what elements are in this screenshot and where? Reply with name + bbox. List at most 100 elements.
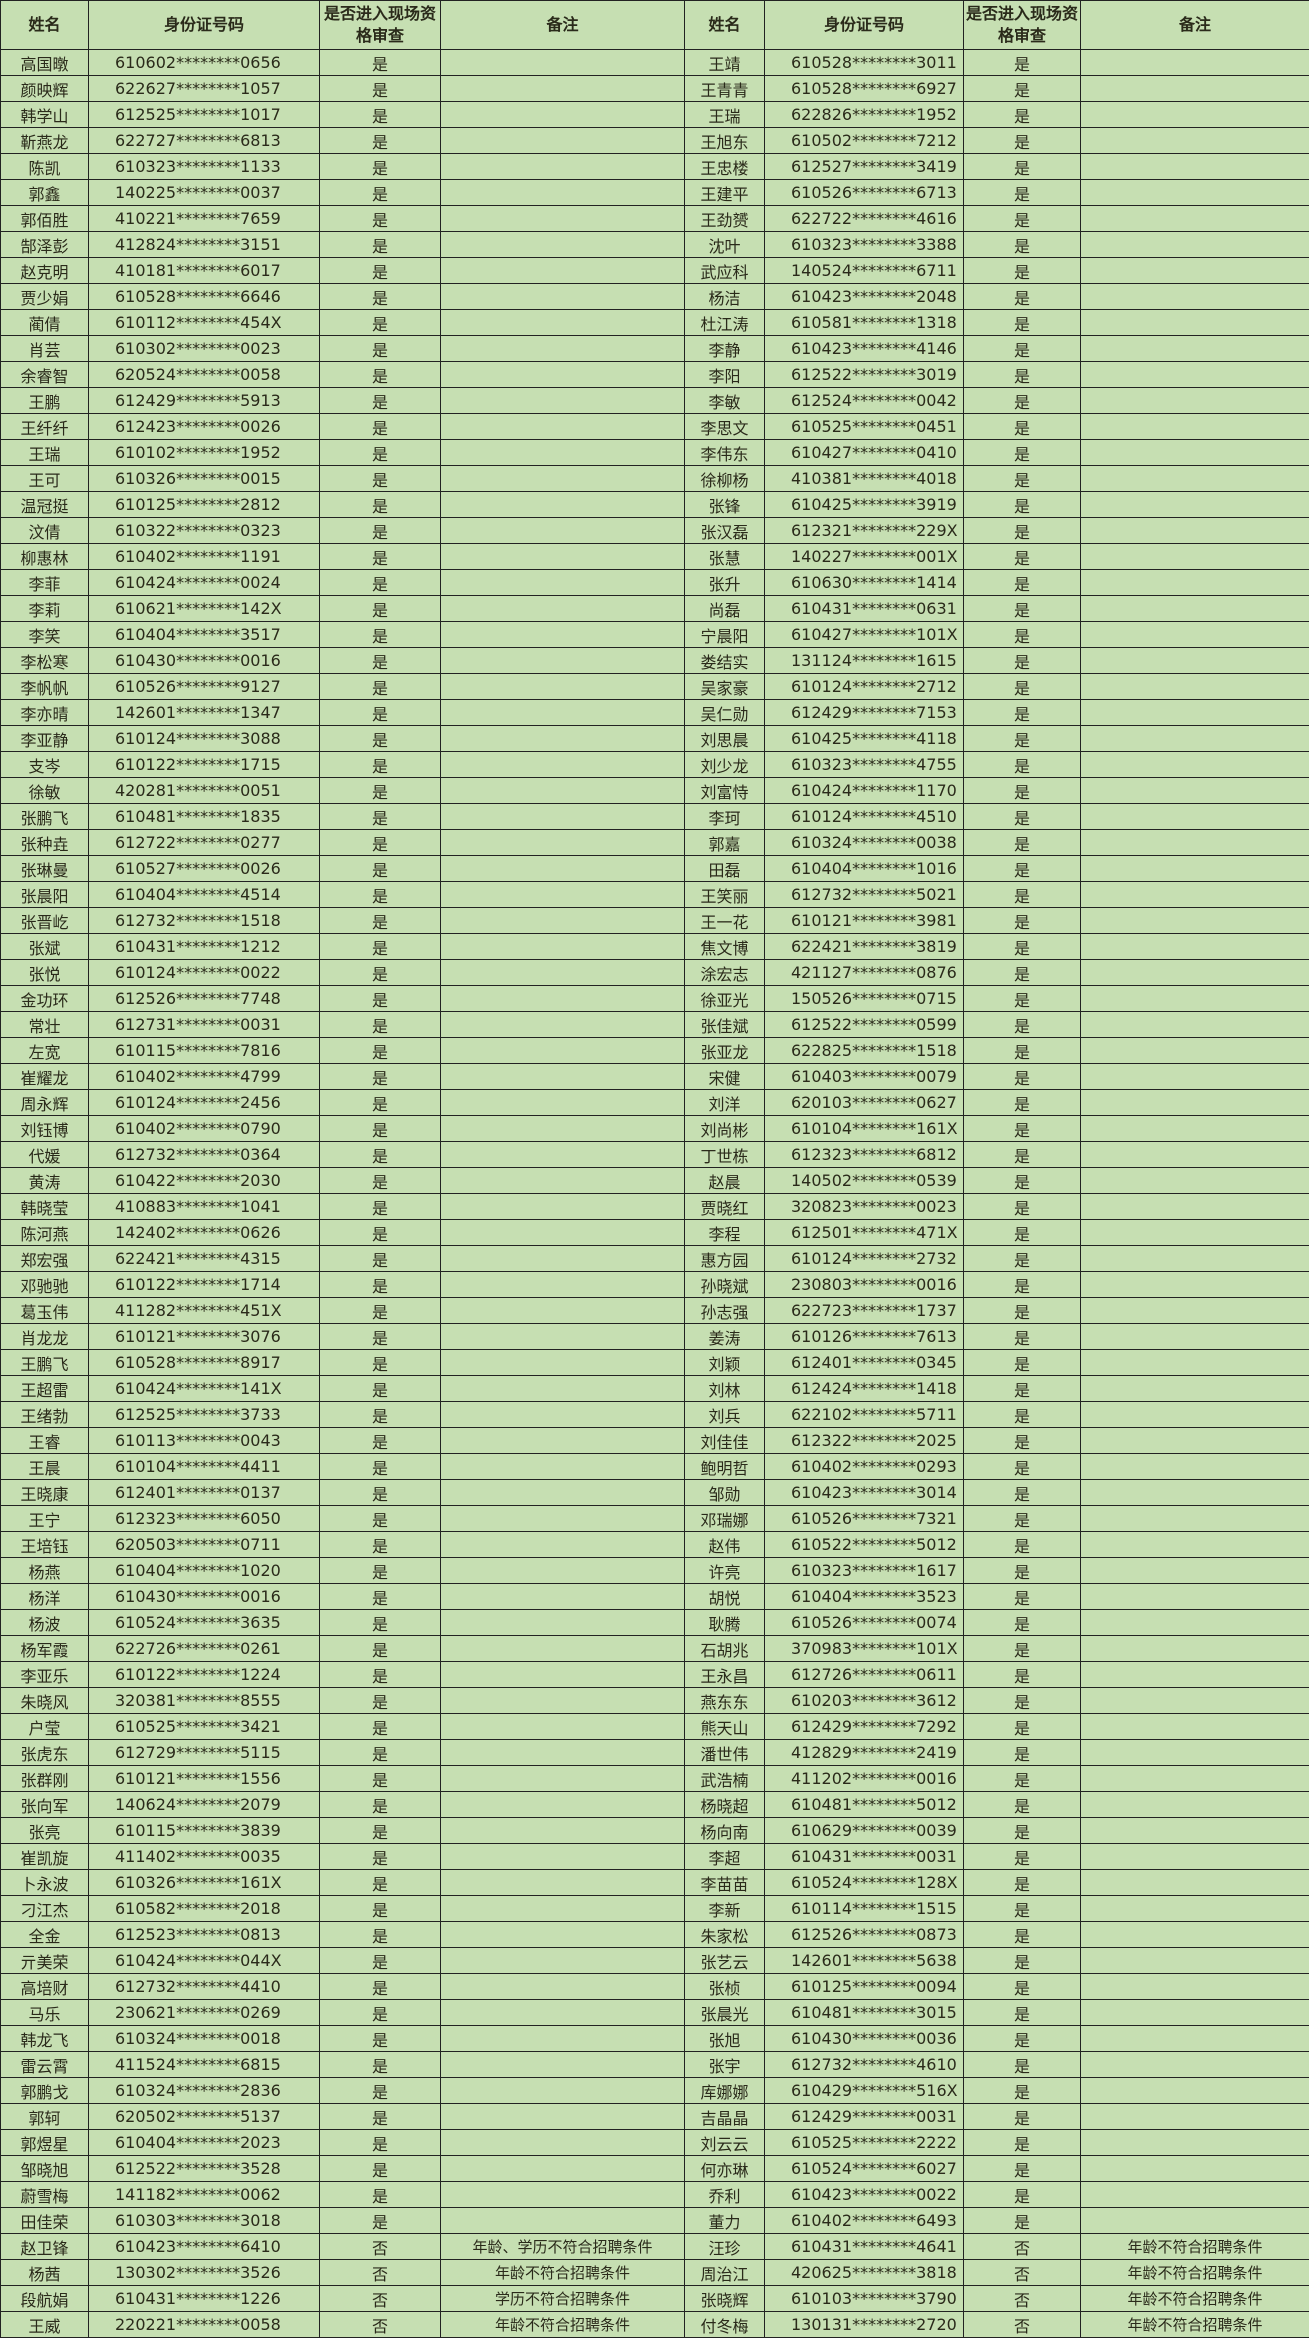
remarks-cell: [1080, 1635, 1309, 1662]
name-cell: 王鹏飞: [0, 1349, 89, 1376]
review-status-cell: 是: [963, 1973, 1081, 2000]
id-number-cell: 141182********0062: [88, 2181, 320, 2208]
name-cell: 韩学山: [0, 101, 89, 128]
name-cell: 葛玉伟: [0, 1297, 89, 1324]
remarks-cell: [440, 1167, 685, 1194]
id-number-cell: 610125********0094: [764, 1973, 964, 2000]
remarks-cell: [440, 2103, 685, 2130]
remarks-cell: [1080, 309, 1309, 336]
remarks-cell: [440, 2051, 685, 2078]
name-cell: 王笑丽: [684, 881, 765, 908]
review-status-cell: 是: [963, 621, 1081, 648]
name-cell: 宁晨阳: [684, 621, 765, 648]
remarks-cell: [1080, 1375, 1309, 1402]
review-status-cell: 是: [319, 361, 441, 388]
review-status-cell: 是: [319, 1479, 441, 1506]
name-cell: 武应科: [684, 257, 765, 284]
review-status-cell: 否: [319, 2285, 441, 2312]
id-number-cell: 622627********1057: [88, 75, 320, 102]
id-number-cell: 412829********2419: [764, 1739, 964, 1766]
review-status-cell: 是: [319, 647, 441, 674]
name-cell: 卜永波: [0, 1869, 89, 1896]
id-number-cell: 610423********4146: [764, 335, 964, 362]
remarks-cell: [440, 2025, 685, 2052]
name-cell: 郭煜星: [0, 2129, 89, 2156]
review-status-cell: 是: [319, 2025, 441, 2052]
name-cell: 张琳曼: [0, 855, 89, 882]
remarks-cell: [440, 1661, 685, 1688]
remarks-cell: 学历不符合招聘条件: [440, 2285, 685, 2312]
remarks-cell: [1080, 387, 1309, 414]
remarks-cell: [1080, 2051, 1309, 2078]
review-status-cell: 是: [963, 699, 1081, 726]
review-status-cell: 是: [963, 2181, 1081, 2208]
review-status-cell: 否: [319, 2311, 441, 2338]
id-number-cell: 610402********6493: [764, 2207, 964, 2234]
id-number-cell: 610203********3612: [764, 1687, 964, 1714]
name-cell: 王培钰: [0, 1531, 89, 1558]
id-number-cell: 610525********3421: [88, 1713, 320, 1740]
review-status-cell: 是: [963, 1999, 1081, 2026]
name-cell: 王威: [0, 2311, 89, 2338]
id-number-cell: 612429********7292: [764, 1713, 964, 1740]
remarks-cell: [440, 777, 685, 804]
review-status-cell: 否: [319, 2259, 441, 2286]
remarks-cell: [440, 153, 685, 180]
id-number-cell: 622421********4315: [88, 1245, 320, 1272]
review-status-cell: 是: [319, 959, 441, 986]
name-cell: 张艺云: [684, 1947, 765, 1974]
name-cell: 王睿: [0, 1427, 89, 1454]
id-number-cell: 612731********0031: [88, 1011, 320, 1038]
name-cell: 黄涛: [0, 1167, 89, 1194]
id-number-cell: 411202********0016: [764, 1765, 964, 1792]
remarks-cell: [440, 1479, 685, 1506]
remarks-cell: [440, 1063, 685, 1090]
table-row: 周永辉 610124********2456 是刘洋 620103********06…: [0, 1089, 1309, 1116]
remarks-cell: [1080, 1089, 1309, 1116]
remarks-cell: [440, 1297, 685, 1324]
name-cell: 高国暾: [0, 49, 89, 76]
id-number-cell: 610524********6027: [764, 2155, 964, 2182]
name-cell: 张旭: [684, 2025, 765, 2052]
table-row: 郭煜星 610404********2023 是刘云云 610525********2…: [0, 2129, 1309, 2156]
id-number-cell: 610431********0031: [764, 1843, 964, 1870]
review-status-cell: 是: [963, 179, 1081, 206]
review-status-cell: 是: [319, 309, 441, 336]
review-status-cell: 是: [963, 1869, 1081, 1896]
id-number-cell: 610526********7321: [764, 1505, 964, 1532]
name-cell: 李亚静: [0, 725, 89, 752]
remarks-cell: [440, 517, 685, 544]
id-number-cell: 140624********2079: [88, 1791, 320, 1818]
remarks-cell: [1080, 855, 1309, 882]
name-cell: 张悦: [0, 959, 89, 986]
review-status-cell: 是: [963, 1843, 1081, 1870]
id-number-cell: 612732********1518: [88, 907, 320, 934]
name-cell: 崔耀龙: [0, 1063, 89, 1090]
remarks-cell: [440, 2181, 685, 2208]
name-cell: 崔凯旋: [0, 1843, 89, 1870]
id-number-cell: 610427********101X: [764, 621, 964, 648]
id-number-cell: 610481********3015: [764, 1999, 964, 2026]
id-number-cell: 612729********5115: [88, 1739, 320, 1766]
remarks-cell: [440, 803, 685, 830]
id-number-cell: 610126********7613: [764, 1323, 964, 1350]
id-number-cell: 610125********2812: [88, 491, 320, 518]
remarks-cell: [440, 1271, 685, 1298]
id-number-cell: 612401********0345: [764, 1349, 964, 1376]
id-number-cell: 610402********1191: [88, 543, 320, 570]
review-status-cell: 是: [963, 413, 1081, 440]
id-number-cell: 610124********0022: [88, 959, 320, 986]
id-number-cell: 610430********0016: [88, 647, 320, 674]
remarks-cell: [440, 2129, 685, 2156]
name-cell: 王纤纤: [0, 413, 89, 440]
id-number-cell: 610402********0293: [764, 1453, 964, 1480]
table-row: 李笑 610404********3517 是宁晨阳 610427********10…: [0, 621, 1309, 648]
name-cell: 赵卫锋: [0, 2233, 89, 2260]
remarks-cell: [1080, 335, 1309, 362]
review-status-cell: 是: [319, 1271, 441, 1298]
review-status-cell: 是: [319, 257, 441, 284]
remarks-cell: [440, 1427, 685, 1454]
name-cell: 张种垚: [0, 829, 89, 856]
name-cell: 吉晶晶: [684, 2103, 765, 2130]
name-cell: 邹勋: [684, 1479, 765, 1506]
